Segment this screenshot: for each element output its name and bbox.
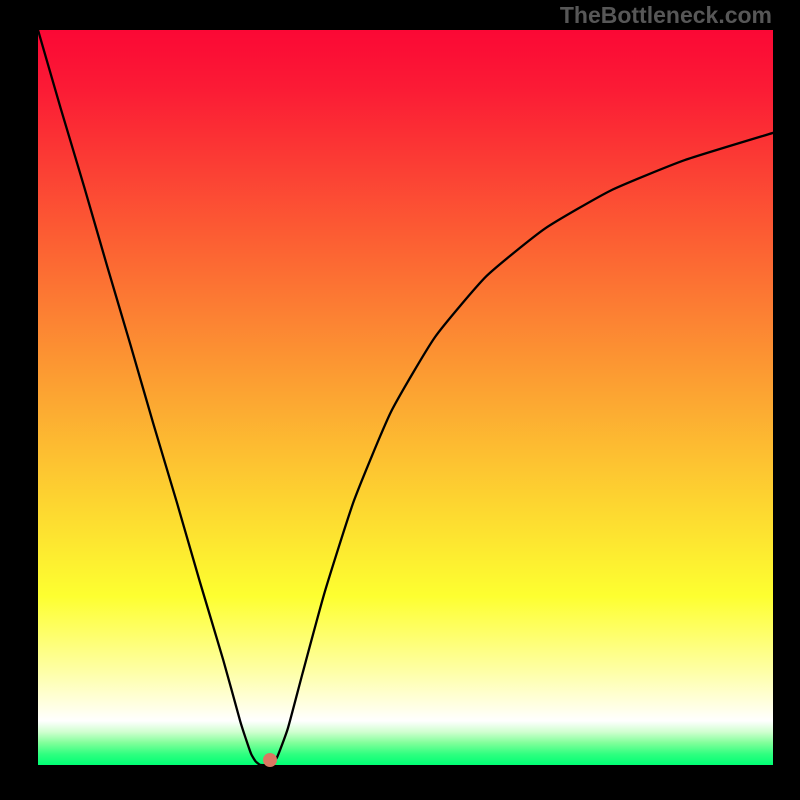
plot-area [38,30,773,765]
right-curve-segment [260,133,773,765]
marker-dot [263,753,277,767]
watermark-text: TheBottleneck.com [560,2,772,29]
bottleneck-curve [38,30,773,765]
chart-container: TheBottleneck.com [0,0,800,800]
left-curve-segment [38,30,260,765]
